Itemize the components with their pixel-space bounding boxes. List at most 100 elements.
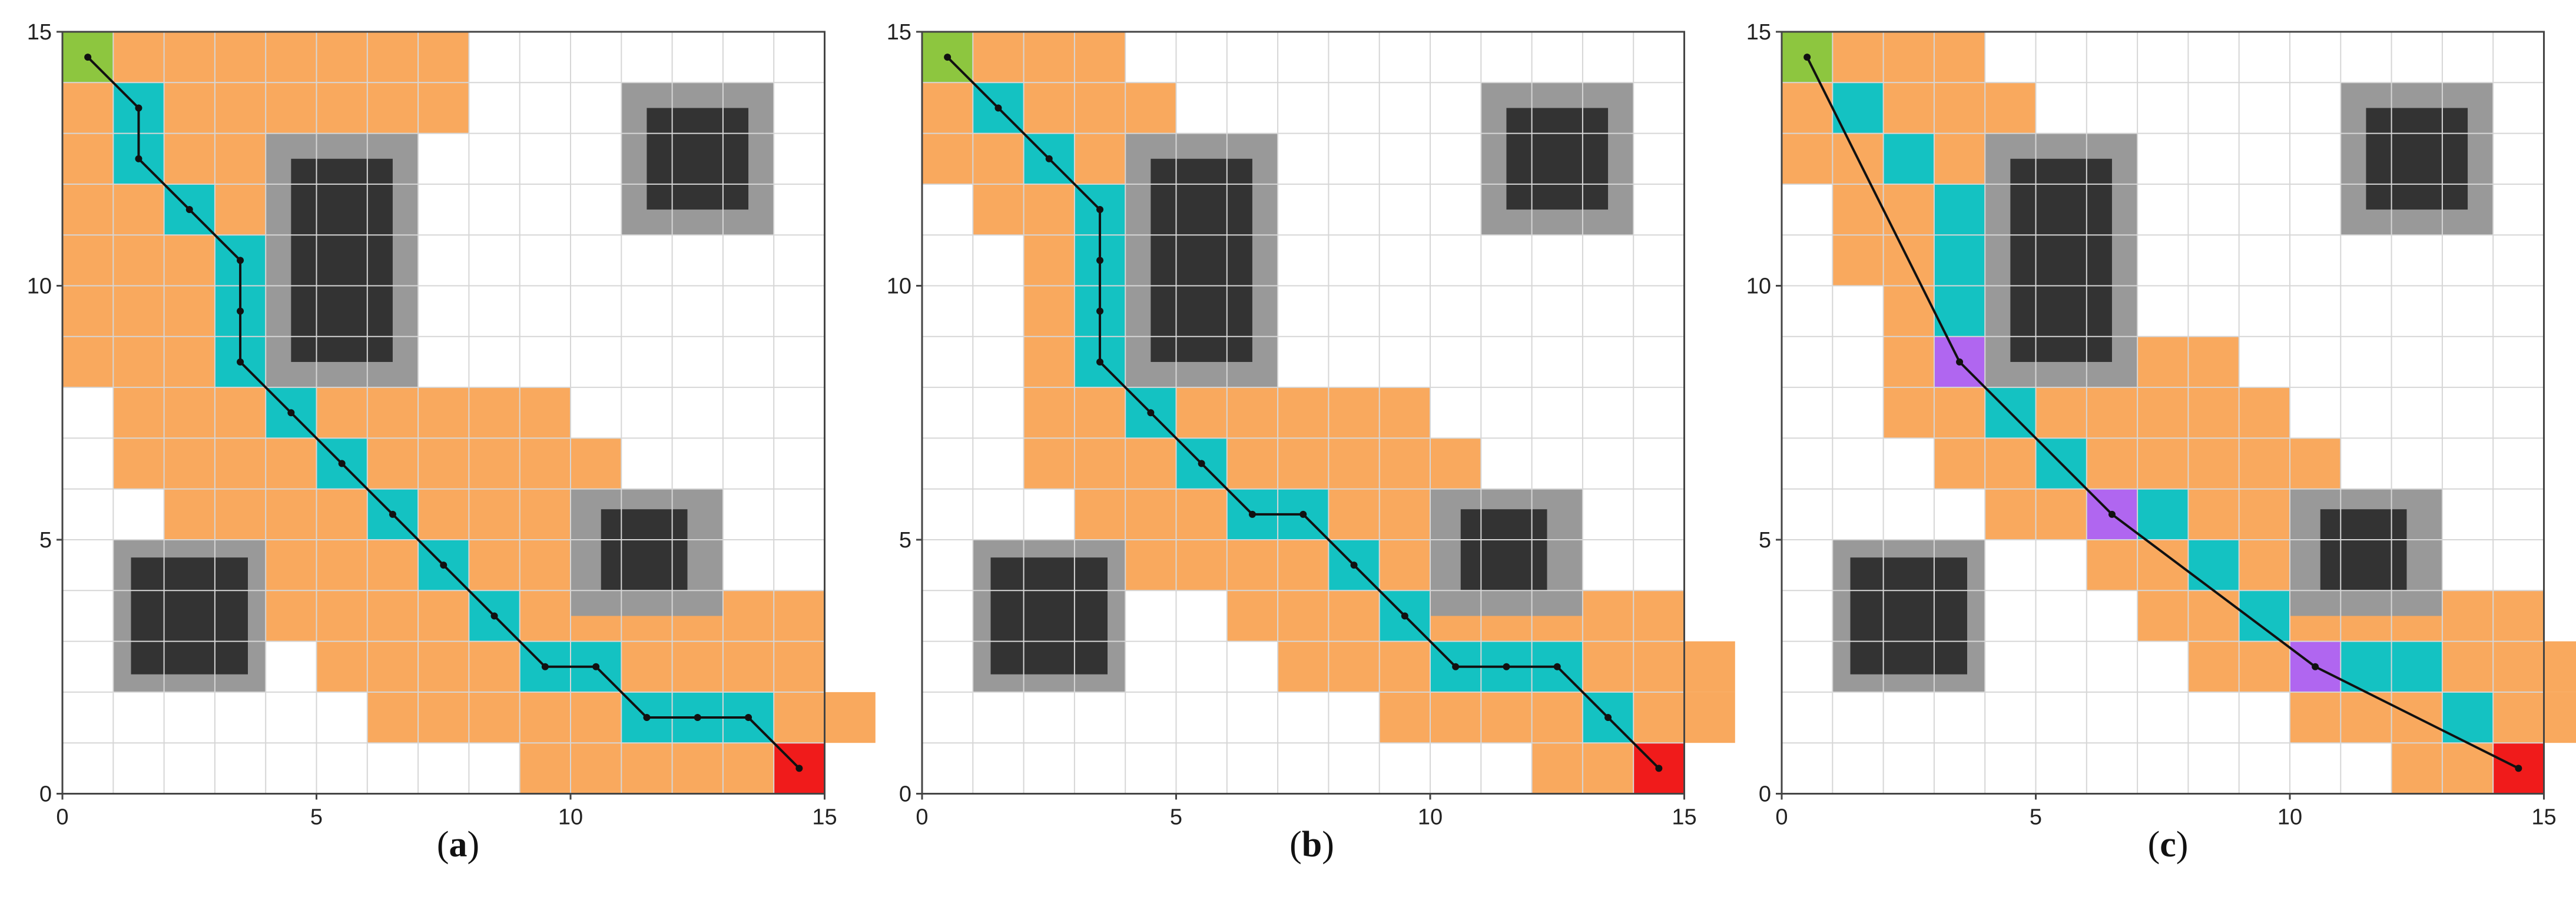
visited-cell xyxy=(2188,438,2239,489)
path-node xyxy=(1248,510,1256,518)
visited-cell xyxy=(418,489,469,540)
visited-cell xyxy=(113,235,164,286)
path-node xyxy=(1147,409,1155,417)
visited-cell xyxy=(316,540,367,591)
plot-frame xyxy=(1781,31,2545,795)
path-node xyxy=(389,510,396,518)
visited-cell xyxy=(316,82,367,134)
path-cell xyxy=(1883,133,1934,184)
obstacle xyxy=(1506,108,1609,210)
path-node xyxy=(795,765,803,772)
visited-cell xyxy=(214,32,266,83)
visited-cell xyxy=(1074,438,1126,489)
visited-cell xyxy=(2035,489,2087,540)
visited-cell xyxy=(722,641,774,692)
visited-cell xyxy=(2137,590,2189,642)
path-node xyxy=(1096,257,1104,264)
path-node xyxy=(440,562,447,569)
visited-cell xyxy=(164,133,215,184)
y-tick-label: 10 xyxy=(1746,274,1771,299)
visited-cell xyxy=(469,489,520,540)
visited-cell xyxy=(1125,540,1176,591)
y-tick-label: 0 xyxy=(1759,782,1771,807)
panel-a-caption: (a) xyxy=(399,824,517,866)
visited-cell xyxy=(1934,438,1985,489)
visited-cell xyxy=(1023,82,1075,134)
visited-cell xyxy=(1883,32,1934,83)
visited-cell xyxy=(2290,692,2341,743)
y-tick-label: 0 xyxy=(39,782,52,807)
path-node xyxy=(2312,663,2319,670)
y-tick-label: 15 xyxy=(1746,20,1771,45)
visited-cell xyxy=(1633,590,1685,642)
plot-frame xyxy=(61,31,825,795)
visited-cell xyxy=(316,590,367,642)
visited-cell xyxy=(266,540,317,591)
x-tick-label: 15 xyxy=(812,805,837,830)
visited-cell xyxy=(367,32,419,83)
visited-cell xyxy=(2239,438,2290,489)
visited-cell xyxy=(1226,387,1278,438)
path-line xyxy=(946,56,1660,769)
visited-cell xyxy=(2290,438,2341,489)
caption-close-c: ) xyxy=(2176,825,2189,865)
caption-open-c: ( xyxy=(2147,825,2160,865)
path-node xyxy=(135,155,142,162)
visited-cell xyxy=(774,590,825,642)
visited-cell xyxy=(367,387,419,438)
visited-cell xyxy=(2188,489,2239,540)
visited-cell xyxy=(1176,540,1227,591)
visited-cell xyxy=(774,641,825,692)
visited-cell xyxy=(1985,82,2036,134)
visited-cell xyxy=(1430,692,1481,743)
visited-cell xyxy=(1176,387,1227,438)
visited-cell xyxy=(1934,32,1985,83)
x-tick-label: 0 xyxy=(916,805,928,830)
visited-cell xyxy=(1985,489,2036,540)
visited-cell xyxy=(1379,387,1430,438)
visited-cell xyxy=(922,133,973,184)
visited-cell xyxy=(1074,82,1126,134)
visited-cell xyxy=(973,184,1024,235)
path-node xyxy=(694,714,701,722)
visited-cell xyxy=(2137,336,2189,388)
visited-cell xyxy=(1883,336,1934,388)
visited-cell xyxy=(469,641,520,692)
path-cell xyxy=(2391,641,2442,692)
path-node xyxy=(1198,460,1205,467)
path-node xyxy=(1401,612,1408,620)
visited-cell xyxy=(164,285,215,337)
visited-cell xyxy=(367,540,419,591)
visited-cell xyxy=(1582,590,1634,642)
visited-cell xyxy=(1074,32,1126,83)
visited-cell xyxy=(1883,82,1934,134)
visited-cell xyxy=(2442,590,2494,642)
visited-cell xyxy=(1328,641,1380,692)
visited-cell xyxy=(1023,32,1075,83)
visited-cell xyxy=(62,235,114,286)
path-node xyxy=(592,663,600,670)
x-tick-label: 15 xyxy=(1672,805,1696,830)
visited-cell xyxy=(214,184,266,235)
path-node xyxy=(541,663,549,670)
visited-cell xyxy=(164,438,215,489)
visited-cell xyxy=(1934,133,1985,184)
visited-cell xyxy=(571,743,622,794)
path-node xyxy=(237,358,244,366)
y-tick-label: 5 xyxy=(1759,528,1771,553)
visited-cell xyxy=(113,438,164,489)
visited-cell xyxy=(1430,438,1481,489)
visited-cell xyxy=(1074,133,1126,184)
plot-area-a: 00 5 5 10 10 15 15 xyxy=(27,20,876,830)
visited-cell xyxy=(1832,235,1884,286)
x-tick-label: 5 xyxy=(1170,805,1182,830)
visited-cell xyxy=(316,489,367,540)
visited-cell xyxy=(922,82,973,134)
path-node xyxy=(490,612,498,620)
visited-cell xyxy=(1125,438,1176,489)
visited-cell xyxy=(2239,540,2290,591)
visited-cell xyxy=(164,387,215,438)
panel-b-caption: (b) xyxy=(1253,824,1371,866)
x-tick-label: 15 xyxy=(2531,805,2556,830)
visited-cell xyxy=(1934,82,1985,134)
